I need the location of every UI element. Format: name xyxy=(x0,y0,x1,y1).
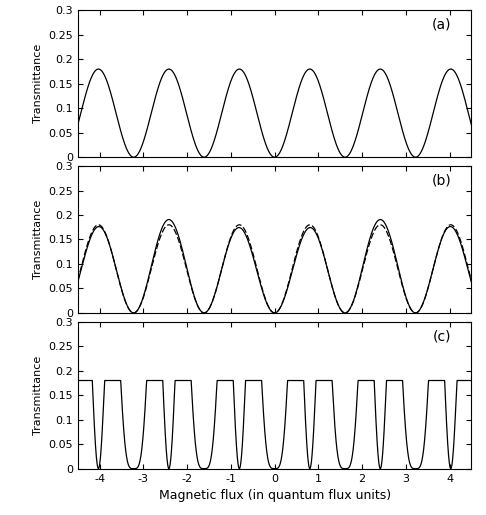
Text: (b): (b) xyxy=(432,174,451,187)
Y-axis label: Transmittance: Transmittance xyxy=(33,200,43,279)
X-axis label: Magnetic flux (in quantum flux units): Magnetic flux (in quantum flux units) xyxy=(158,489,391,502)
Text: (c): (c) xyxy=(433,329,451,343)
Y-axis label: Transmittance: Transmittance xyxy=(33,44,43,124)
Y-axis label: Transmittance: Transmittance xyxy=(33,355,43,435)
Text: (a): (a) xyxy=(432,18,451,31)
